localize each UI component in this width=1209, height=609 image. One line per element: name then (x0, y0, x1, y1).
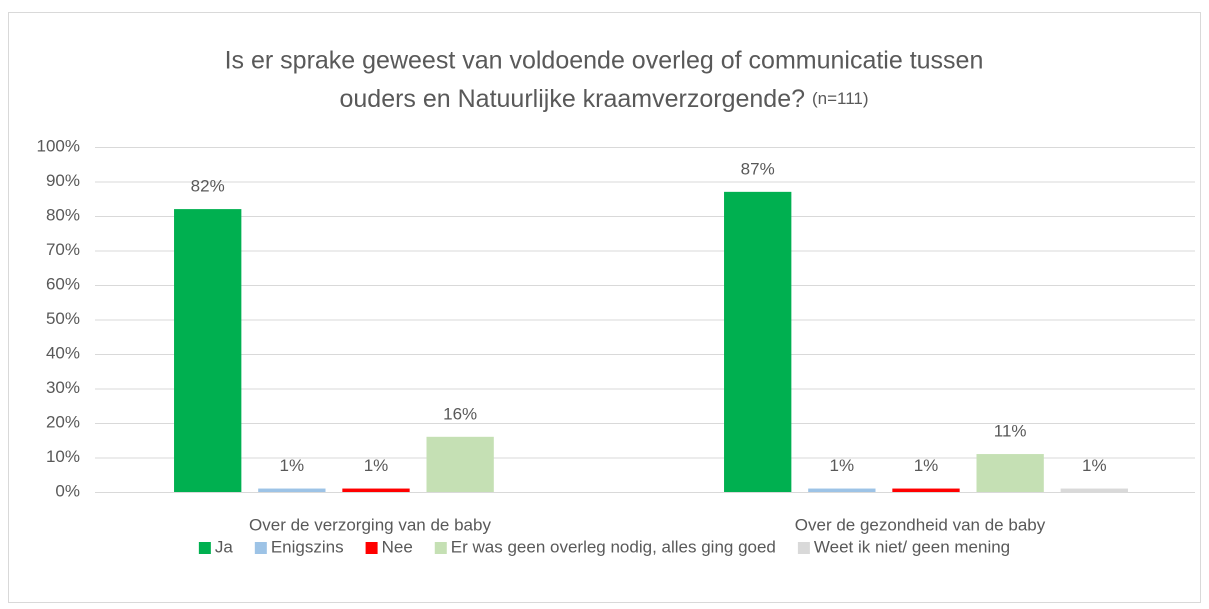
x-tick-label: Over de verzorging van de baby (249, 515, 491, 534)
y-tick-label: 100% (37, 136, 80, 155)
bar (1060, 488, 1128, 492)
legend-label: Enigszins (271, 537, 344, 556)
chart-title: ouders en Natuurlijke kraamverzorgende? (339, 85, 805, 113)
legend-swatch (797, 542, 810, 554)
legend-label: Er was geen overleg nodig, alles ging go… (451, 537, 776, 556)
bar (808, 488, 876, 492)
chart-subtitle: (n=111) (812, 89, 869, 108)
y-tick-label: 0% (55, 481, 80, 500)
data-label: 1% (830, 456, 855, 475)
bar (724, 191, 792, 492)
y-tick-label: 90% (46, 171, 80, 190)
data-label: 11% (994, 422, 1027, 441)
legend-label: Nee (382, 537, 413, 556)
y-tick-label: 10% (46, 447, 80, 466)
bar (174, 209, 242, 492)
data-label: 1% (914, 456, 939, 475)
legend-swatch (434, 542, 447, 554)
y-tick-label: 60% (46, 274, 80, 293)
y-tick-label: 30% (46, 378, 80, 397)
x-tick-label: Over de gezondheid van de baby (795, 515, 1046, 534)
legend-swatch (254, 542, 267, 554)
legend-swatch (365, 542, 378, 554)
y-tick-label: 50% (46, 309, 80, 328)
bar (342, 488, 410, 492)
data-label: 1% (1082, 456, 1107, 475)
y-tick-label: 80% (46, 205, 80, 224)
data-label: 87% (741, 159, 775, 178)
chart-title: Is er sprake geweest van voldoende overl… (225, 47, 984, 75)
data-label: 1% (280, 456, 305, 475)
bar (892, 488, 960, 492)
bar (976, 454, 1044, 492)
y-tick-label: 40% (46, 343, 80, 362)
bar (258, 488, 326, 492)
legend-swatch (198, 542, 211, 554)
data-label: 16% (443, 404, 477, 423)
chart-title: ouders en Natuurlijke kraamverzorgende? … (339, 85, 868, 113)
y-tick-label: 70% (46, 240, 80, 259)
y-tick-label: 20% (46, 412, 80, 431)
data-label: 82% (191, 177, 225, 196)
legend-label: Ja (215, 537, 234, 556)
bar (426, 436, 494, 492)
legend-label: Weet ik niet/ geen mening (814, 537, 1010, 556)
data-label: 1% (364, 456, 389, 475)
